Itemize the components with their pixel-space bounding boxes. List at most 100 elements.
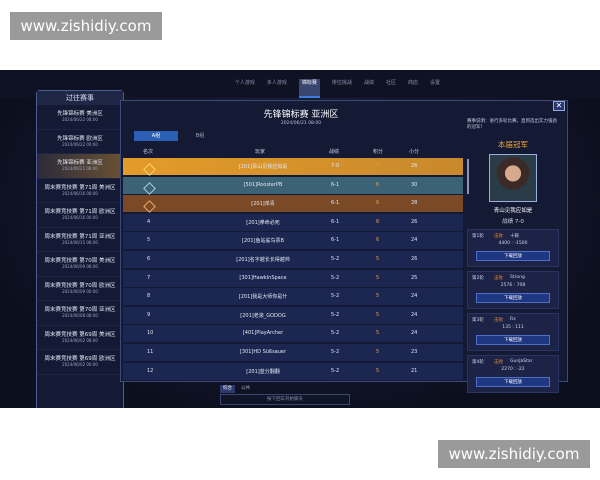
history-item-date: 2024/06/02 00:00 xyxy=(62,362,98,367)
nav-tab[interactable]: 商店 xyxy=(407,80,418,86)
round-score: 135 : 111 xyxy=(502,325,524,330)
table-row[interactable]: 5 [201]鱼站鲨鸟票B 6-1 6 24 xyxy=(123,232,463,250)
record: 5-2 xyxy=(331,274,340,281)
chat-input[interactable]: 按下回车开始聊天 xyxy=(220,394,350,405)
history-item-date: 2024/06/02 08:00 xyxy=(62,337,98,343)
player: [201]鱼站鲨鸟票B xyxy=(242,238,284,245)
opponent: GunJaStar xyxy=(510,359,533,364)
tournament-panel: 先锋锦标赛 亚洲区 2024/06/21 08:00 A组 B组 名次 玩家 战… xyxy=(120,100,568,393)
round-number: 第3轮 xyxy=(472,318,484,323)
table-row[interactable]: 8 [201]我是大师你是什 5-2 5 24 xyxy=(123,288,463,306)
download-replay-button[interactable]: 下载回放 xyxy=(476,251,550,261)
points: 6 xyxy=(376,218,380,225)
record: 6-1 xyxy=(331,181,340,188)
header-points: 积分 xyxy=(373,149,384,155)
history-item-date: 2024/06/22 08:00 xyxy=(62,117,98,122)
table-row[interactable]: [501]RoosterPB 6-1 6 30 xyxy=(123,176,463,195)
opponent: Rx xyxy=(510,317,516,322)
history-item[interactable]: 周末赛竞技赛 第69周 美洲区 2024/06/02 08:00 xyxy=(37,326,123,350)
score: 23 xyxy=(411,349,418,355)
game-screen: 个人游戏 多人游戏 锦标赛 排位挑战 战绩 社区 商店 设置 过往赛事 先锋锦标赛 美洲区 20… xyxy=(0,70,600,408)
page-title: 先锋锦标赛 亚洲区 xyxy=(263,110,339,120)
table-row[interactable]: [201]青山见我应如是 7-0 7 26 xyxy=(123,158,463,176)
points: 5 xyxy=(376,311,380,318)
record: 6-1 xyxy=(331,218,340,225)
record: 5-2 xyxy=(331,256,340,262)
player: [401]PlayArcher xyxy=(242,330,284,337)
rank: 9 xyxy=(147,311,151,318)
round-card: 第1轮 击败 十碗 4400 : -1500 下载回放 xyxy=(467,229,559,267)
round-number: 第2轮 xyxy=(472,276,484,281)
history-item-title: 周末赛竞技赛 第71周 欧洲区 xyxy=(44,209,116,215)
opponent: Strong xyxy=(510,275,525,280)
points: 7 xyxy=(376,163,380,169)
history-item[interactable]: 周末赛竞技赛 第70周 亚洲区 2024/06/08 08:00 xyxy=(37,301,123,326)
history-item-title: 先锋锦标赛 亚洲区 xyxy=(57,160,103,166)
history-item-title: 周末赛竞技赛 第69周 欧洲区 xyxy=(44,356,116,362)
round-card: 第4轮 击败 GunJaStar 2270 : -22 下载回放 xyxy=(467,355,559,393)
result: 击败 xyxy=(494,276,503,281)
table-row[interactable]: 10 [401]PlayArcher 5-2 5 24 xyxy=(123,325,463,343)
chat-tab-public[interactable]: 公共 xyxy=(241,386,250,391)
nav-tab[interactable]: 社区 xyxy=(385,80,396,86)
history-panel: 过往赛事 先锋锦标赛 美洲区 2024/06/22 08:00 先锋锦标赛 欧洲区 2… xyxy=(36,90,124,408)
champion-name: 青山见我应如是 xyxy=(493,208,533,214)
nav-tab[interactable]: 个人游戏 xyxy=(234,80,255,86)
table-row[interactable]: [201]单青 6-1 6 28 xyxy=(123,195,463,214)
history-item-title: 周末赛竞技赛 第70周 亚洲区 xyxy=(44,307,116,313)
history-item-date: 2024/06/22 00:00 xyxy=(62,141,98,147)
record: 5-2 xyxy=(331,367,340,374)
round-number: 第1轮 xyxy=(472,234,484,239)
table-row[interactable]: 7 [301]HawkInSpace 5-2 5 25 xyxy=(123,269,463,287)
player: [201]拳命必死 xyxy=(246,219,280,226)
points: 5 xyxy=(376,367,380,374)
score: 30 xyxy=(411,181,418,188)
history-item-title: 周末赛竞技赛 第71周 美洲区 xyxy=(44,184,116,191)
table-row[interactable]: 4 [201]拳命必死 6-1 6 26 xyxy=(123,213,463,231)
rank-medal-icon xyxy=(143,200,156,214)
download-replay-button[interactable]: 下载回放 xyxy=(476,377,550,387)
table-row[interactable]: 6 [201]名字越长长得越帅 5-2 5 26 xyxy=(123,251,463,268)
points: 5 xyxy=(376,293,380,300)
nav-tab[interactable]: 多人游戏 xyxy=(266,80,287,86)
round-card: 第2轮 击败 Strong 2576 : 708 下载回放 xyxy=(467,271,559,309)
download-replay-button[interactable]: 下载回放 xyxy=(476,293,550,303)
history-item[interactable]: 周末赛竞技赛 第69周 欧洲区 2024/06/02 00:00 xyxy=(37,350,123,375)
history-item[interactable]: 先锋锦标赛 亚洲区 2024/06/21 08:00 xyxy=(37,154,123,179)
round-card: 第3轮 击败 Rx 135 : 111 下载回放 xyxy=(467,313,559,351)
history-item-title: 周末赛竞技赛 第69周 美洲区 xyxy=(44,331,116,338)
history-item[interactable]: 周末赛竞技赛 第70周 美洲区 2024/06/09 08:00 xyxy=(37,252,123,277)
download-replay-button[interactable]: 下载回放 xyxy=(476,335,550,345)
nav-tab[interactable]: 设置 xyxy=(429,80,440,86)
rank-medal-icon xyxy=(143,181,156,195)
chat-tab-general[interactable]: 综合 xyxy=(220,385,235,393)
history-item-title: 先锋锦标赛 欧洲区 xyxy=(57,135,103,142)
round-score: 2576 : 708 xyxy=(500,283,526,288)
history-item[interactable]: 周末赛竞技赛 第71周 欧洲区 2024/06/16 00:00 xyxy=(37,203,123,228)
score: 25 xyxy=(411,274,418,281)
event-description: 赛事说明：进行多轮比赛，直到选出实力强劲的冠军！ xyxy=(467,119,557,130)
table-row[interactable]: 9 [201]老滚_GODOG 5-2 5 24 xyxy=(123,306,463,324)
champion-panel: 赛事说明：进行多轮比赛，直到选出实力强劲的冠军！ 本届冠军 青山见我应如是 战绩… xyxy=(461,119,565,393)
score: 28 xyxy=(411,200,418,207)
nav-tab[interactable]: 锦标赛 xyxy=(298,79,320,98)
history-item[interactable]: 先锋锦标赛 欧洲区 2024/06/22 00:00 xyxy=(37,130,123,154)
scrollbar[interactable] xyxy=(467,159,469,194)
history-item[interactable]: 先锋锦标赛 美洲区 2024/06/22 08:00 xyxy=(37,105,123,130)
tab-group-a[interactable]: A组 xyxy=(134,131,178,141)
nav-tab[interactable]: 战绩 xyxy=(363,80,374,86)
history-item[interactable]: 周末赛竞技赛 第70周 欧洲区 2024/06/09 00:00 xyxy=(37,277,123,301)
table-row[interactable]: 12 [201]蓝分翻翻 5-2 5 21 xyxy=(123,362,463,380)
rank-medal-icon xyxy=(143,163,156,176)
history-item[interactable]: 周末赛竞技赛 第71周 美洲区 2024/06/16 08:00 xyxy=(37,179,123,203)
player: [301]HawkInSpace xyxy=(239,274,287,281)
points: 5 xyxy=(376,274,380,281)
close-icon[interactable]: ✕ xyxy=(553,101,565,111)
history-item-date: 2024/06/16 08:00 xyxy=(62,190,98,196)
record: 5-2 xyxy=(331,349,340,355)
table-row[interactable]: 11 [301]HD Süßsauer 5-2 5 23 xyxy=(123,344,463,361)
header-rank: 名次 xyxy=(143,149,154,155)
history-item[interactable]: 周末赛竞技赛 第71周 亚洲区 2024/06/15 08:00 xyxy=(37,228,123,252)
nav-tab[interactable]: 排位挑战 xyxy=(331,80,352,86)
tab-group-b[interactable]: B组 xyxy=(195,133,205,139)
